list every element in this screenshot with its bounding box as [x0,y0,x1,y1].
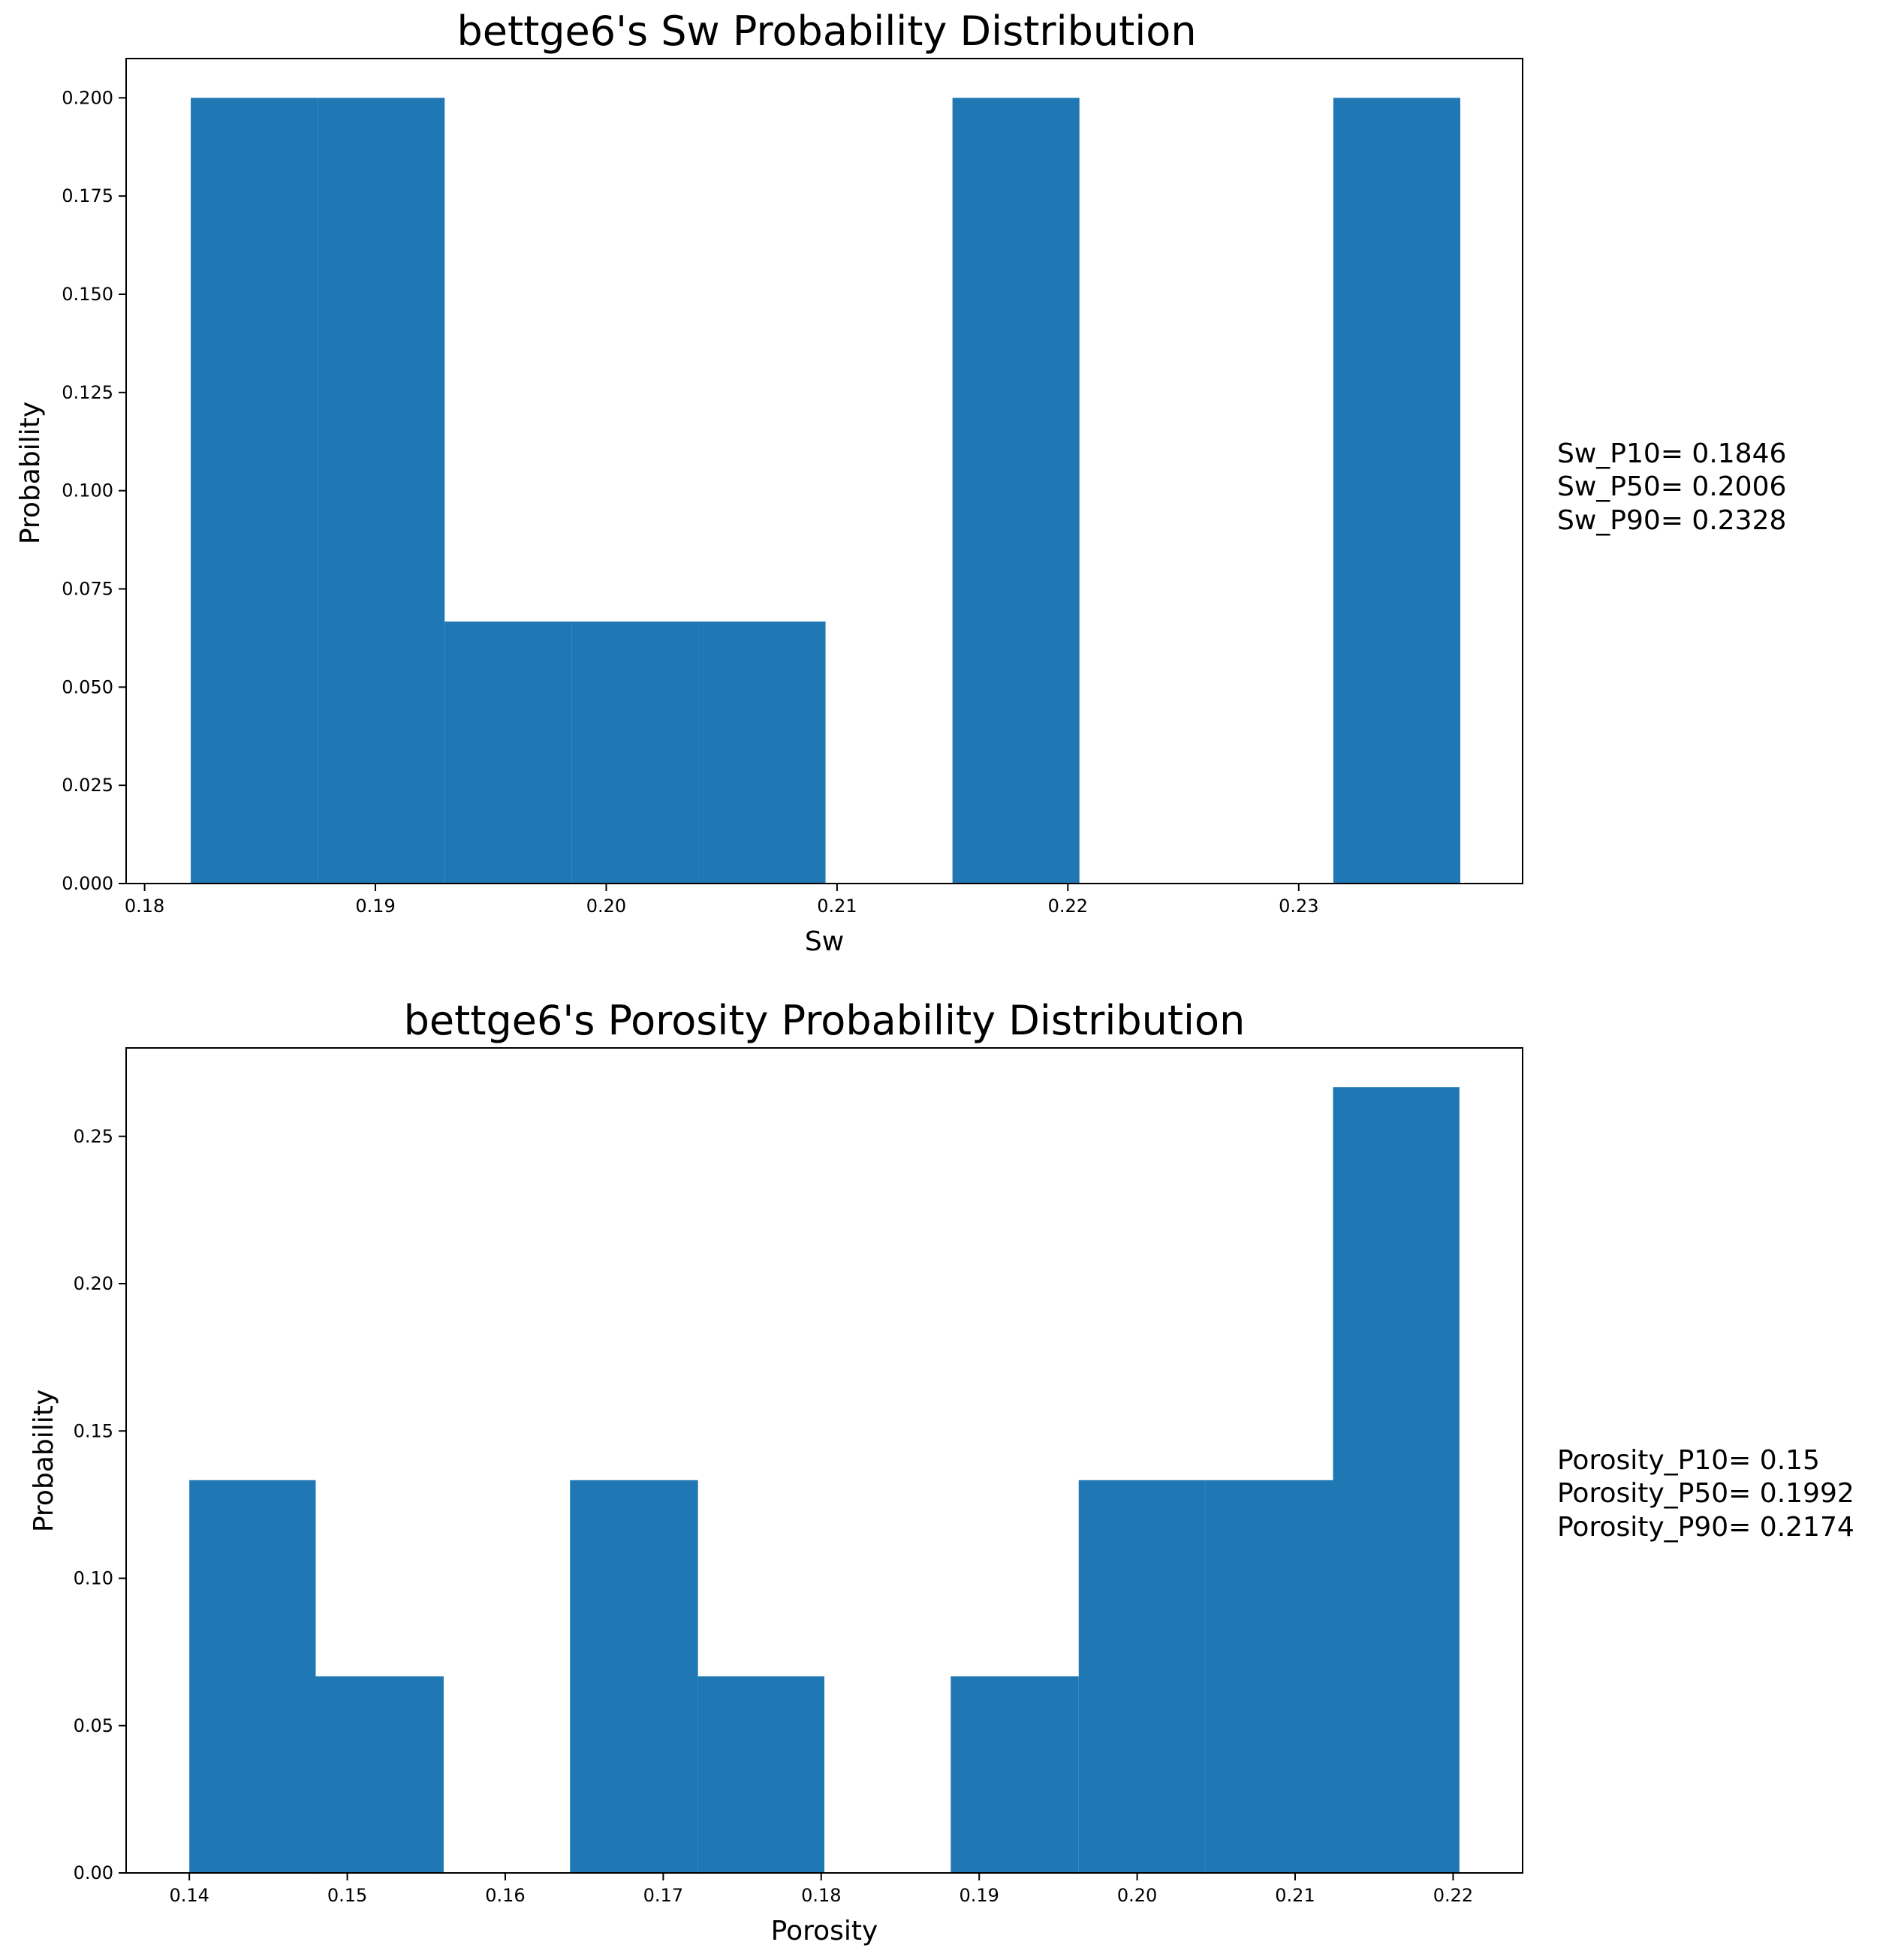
sw-y-tick-label: 0.000 [62,873,113,894]
sw-bar-4 [571,621,699,884]
porosity-y-tick-label: 0.25 [74,1126,113,1147]
porosity-y-tick-label: 0.20 [74,1273,113,1294]
porosity-p10-label: Porosity_P10= 0.15 [1557,1445,1820,1476]
sw-y-ticks: 0.000 0.025 0.050 0.075 0.100 0.125 0.150 0.175… [62,87,126,894]
porosity-x-tick-label: 0.19 [959,1885,999,1906]
sw-bar-10 [1333,98,1460,884]
sw-x-tick-label: 0.22 [1048,896,1088,917]
porosity-x-ticks: 0.14 0.15 0.16 0.17 0.18 0.19 0.20 0.21 0.22 [169,1873,1473,1906]
porosity-y-tick-label: 0.15 [74,1420,113,1441]
sw-y-tick-label: 0.100 [62,480,113,501]
sw-y-tick-label: 0.050 [62,676,113,697]
porosity-bar-9 [1205,1480,1333,1873]
sw-bar-2 [318,98,445,884]
porosity-x-tick-label: 0.20 [1117,1885,1157,1906]
porosity-bar-5 [697,1676,824,1873]
sw-y-tick-label: 0.150 [62,284,113,305]
sw-y-tick-label: 0.200 [62,87,113,108]
porosity-bar-8 [1078,1480,1206,1873]
sw-plot-frame [125,58,1523,884]
porosity-bar-2 [315,1676,444,1873]
porosity-x-tick-label: 0.14 [169,1885,209,1906]
porosity-plot-frame [125,1047,1523,1874]
porosity-bar-10 [1333,1087,1460,1873]
sw-p90-label: Sw_P90= 0.2328 [1557,505,1786,536]
porosity-x-tick-label: 0.16 [485,1885,525,1906]
porosity-y-axis-label: Probability [29,1389,59,1532]
porosity-p50-label: Porosity_P50= 0.1992 [1557,1478,1854,1509]
porosity-y-tick-label: 0.10 [74,1568,113,1589]
sw-y-tick-label: 0.075 [62,579,113,600]
sw-bar-1 [191,98,318,884]
porosity-bar-4 [570,1480,698,1873]
sw-x-tick-label: 0.20 [586,896,626,917]
sw-histogram-panel: bettge6's Sw Probability Distribution 0.… [15,8,1786,957]
porosity-x-tick-label: 0.21 [1275,1885,1315,1906]
porosity-x-tick-label: 0.15 [327,1885,367,1906]
porosity-bars [189,1087,1460,1873]
sw-x-tick-label: 0.19 [355,896,395,917]
porosity-y-tick-label: 0.00 [74,1862,113,1883]
sw-x-tick-label: 0.23 [1279,896,1318,917]
porosity-chart-title: bettge6's Porosity Probability Distribut… [404,997,1246,1044]
sw-bar-3 [444,621,572,884]
sw-bar-5 [698,621,826,884]
porosity-y-tick-label: 0.05 [74,1715,113,1736]
sw-p10-label: Sw_P10= 0.1846 [1557,438,1786,469]
sw-bar-7 [952,98,1080,884]
porosity-x-tick-label: 0.18 [801,1885,841,1906]
sw-x-ticks: 0.18 0.19 0.20 0.21 0.22 0.23 [125,884,1319,917]
sw-x-tick-label: 0.18 [125,896,164,917]
sw-percentile-annotation: Sw_P10= 0.1846 Sw_P50= 0.2006 Sw_P90= 0.… [1557,438,1786,536]
porosity-x-axis-label: Porosity [771,1916,878,1946]
porosity-y-ticks: 0.00 0.05 0.10 0.15 0.20 0.25 [74,1126,126,1883]
porosity-histogram-panel: bettge6's Porosity Probability Distribut… [29,997,1854,1946]
sw-x-axis-label: Sw [805,926,844,957]
porosity-percentile-annotation: Porosity_P10= 0.15 Porosity_P50= 0.1992 … [1557,1445,1854,1543]
porosity-x-tick-label: 0.17 [643,1885,683,1906]
porosity-bar-7 [951,1676,1079,1873]
sw-bars [191,98,1460,884]
sw-p50-label: Sw_P50= 0.2006 [1557,471,1786,502]
porosity-bar-1 [189,1480,316,1873]
porosity-x-tick-label: 0.22 [1433,1885,1473,1906]
sw-chart-title: bettge6's Sw Probability Distribution [456,8,1196,55]
porosity-p90-label: Porosity_P90= 0.2174 [1557,1512,1854,1543]
sw-x-tick-label: 0.21 [817,896,857,917]
sw-y-tick-label: 0.125 [62,382,113,403]
sw-y-tick-label: 0.175 [62,185,113,206]
sw-y-tick-label: 0.025 [62,775,113,796]
sw-y-axis-label: Probability [15,402,46,544]
